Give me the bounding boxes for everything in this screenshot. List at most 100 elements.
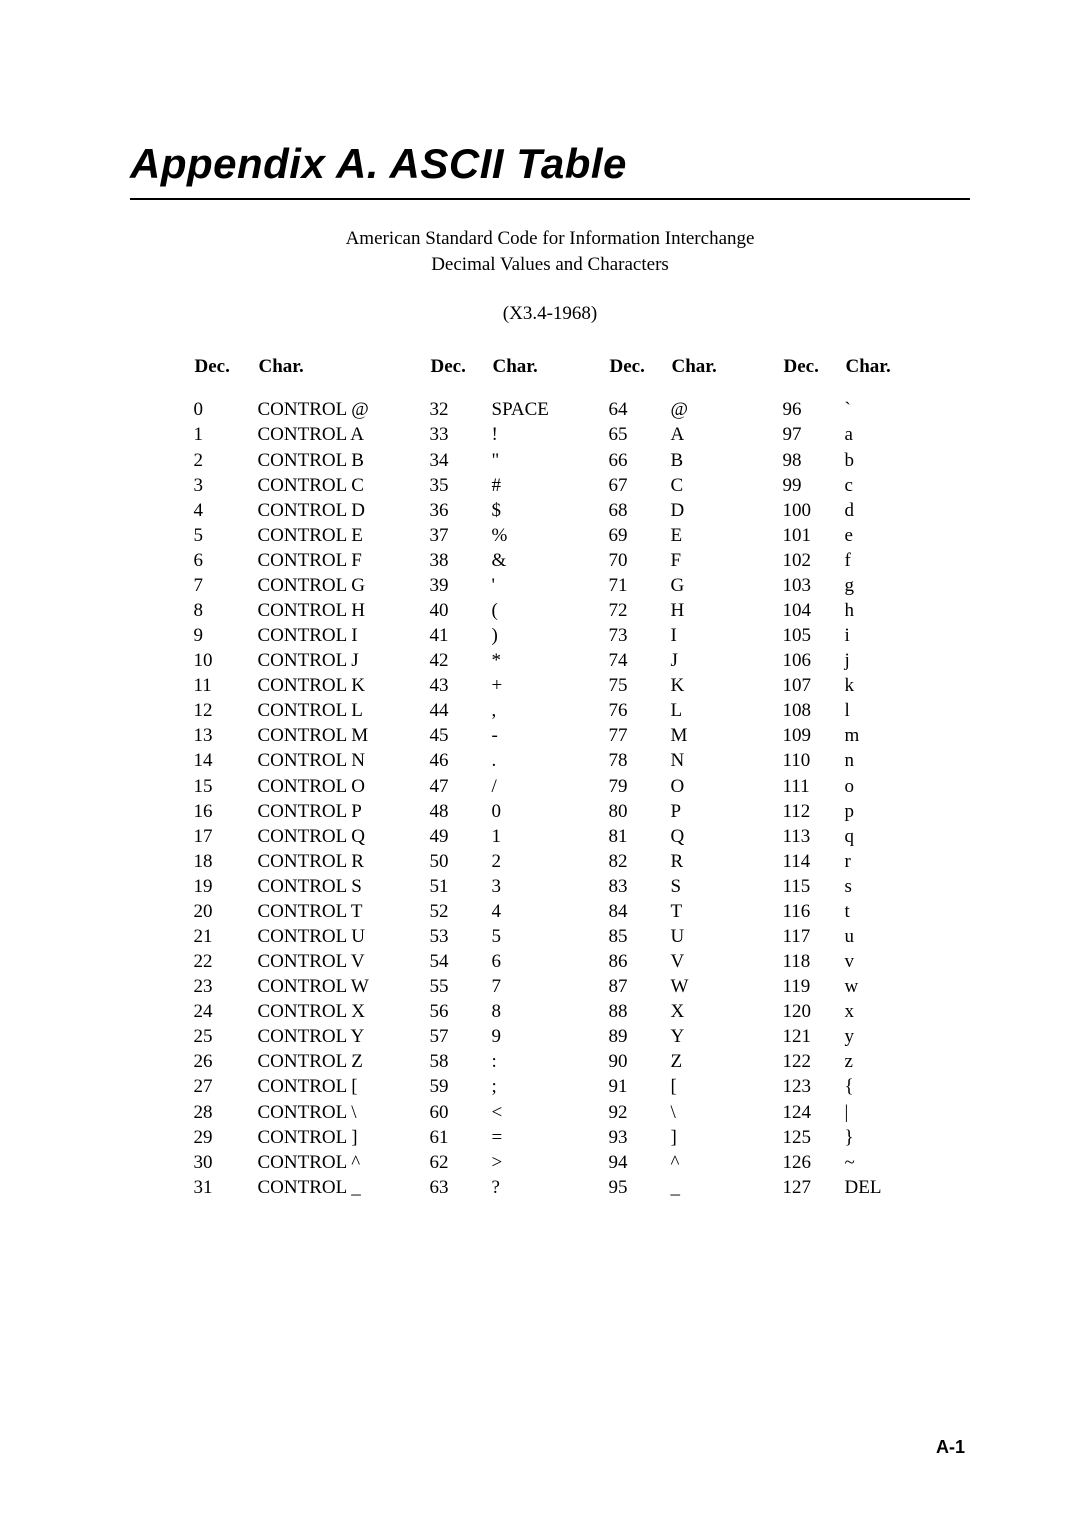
- cell-char: 5: [492, 924, 609, 949]
- cell-dec: 41: [430, 623, 492, 648]
- cell-dec: 56: [430, 999, 492, 1024]
- cell-dec: 76: [609, 698, 671, 723]
- cell-char: CONTROL H: [258, 598, 430, 623]
- cell-char: 6: [492, 949, 609, 974]
- cell-char: CONTROL Z: [258, 1049, 430, 1074]
- cell-dec: 0: [194, 397, 258, 422]
- cell-char: n: [845, 748, 907, 773]
- col-header-char: Char.: [258, 353, 430, 397]
- cell-char: 0: [492, 799, 609, 824]
- table-row: 3CONTROL C35#67C99c: [194, 473, 907, 498]
- cell-dec: 1: [194, 422, 258, 447]
- cell-char: #: [492, 473, 609, 498]
- cell-char: /: [492, 774, 609, 799]
- table-row: 9CONTROL I41)73I105i: [194, 623, 907, 648]
- cell-char: ": [492, 448, 609, 473]
- cell-dec: 73: [609, 623, 671, 648]
- subtitle-line-2: Decimal Values and Characters: [431, 254, 669, 275]
- cell-dec: 24: [194, 999, 258, 1024]
- table-row: 20CONTROL T52484T116t: [194, 899, 907, 924]
- cell-dec: 38: [430, 548, 492, 573]
- cell-char: CONTROL M: [258, 723, 430, 748]
- table-row: 7CONTROL G39'71G103g: [194, 573, 907, 598]
- cell-char: }: [845, 1125, 907, 1150]
- cell-char: 3: [492, 874, 609, 899]
- cell-char: R: [671, 849, 783, 874]
- cell-char: ?: [492, 1175, 609, 1200]
- cell-dec: 112: [783, 799, 845, 824]
- cell-char: CONTROL G: [258, 573, 430, 598]
- cell-dec: 11: [194, 673, 258, 698]
- cell-dec: 88: [609, 999, 671, 1024]
- cell-char: j: [845, 648, 907, 673]
- cell-dec: 109: [783, 723, 845, 748]
- cell-char: d: [845, 498, 907, 523]
- cell-dec: 14: [194, 748, 258, 773]
- cell-dec: 124: [783, 1100, 845, 1125]
- cell-dec: 91: [609, 1074, 671, 1099]
- spec-number: (X3.4-1968): [130, 303, 970, 325]
- cell-char: X: [671, 999, 783, 1024]
- cell-dec: 18: [194, 849, 258, 874]
- cell-dec: 107: [783, 673, 845, 698]
- cell-dec: 106: [783, 648, 845, 673]
- cell-dec: 6: [194, 548, 258, 573]
- cell-char: N: [671, 748, 783, 773]
- table-row: 25CONTROL Y57989Y121y: [194, 1024, 907, 1049]
- page-number: A-1: [936, 1437, 965, 1458]
- cell-dec: 117: [783, 924, 845, 949]
- cell-char: CONTROL C: [258, 473, 430, 498]
- cell-dec: 108: [783, 698, 845, 723]
- cell-dec: 78: [609, 748, 671, 773]
- col-header-dec: Dec.: [430, 353, 492, 397]
- cell-dec: 89: [609, 1024, 671, 1049]
- cell-dec: 86: [609, 949, 671, 974]
- cell-char: 1: [492, 824, 609, 849]
- cell-char: u: [845, 924, 907, 949]
- col-header-char: Char.: [845, 353, 907, 397]
- cell-char: CONTROL R: [258, 849, 430, 874]
- cell-dec: 121: [783, 1024, 845, 1049]
- cell-dec: 125: [783, 1125, 845, 1150]
- cell-char: $: [492, 498, 609, 523]
- cell-dec: 34: [430, 448, 492, 473]
- cell-dec: 122: [783, 1049, 845, 1074]
- table-row: 15CONTROL O47/79O111o: [194, 774, 907, 799]
- cell-char: ,: [492, 698, 609, 723]
- table-row: 24CONTROL X56888X120x: [194, 999, 907, 1024]
- cell-char: z: [845, 1049, 907, 1074]
- table-row: 23CONTROL W55787W119w: [194, 974, 907, 999]
- cell-dec: 97: [783, 422, 845, 447]
- cell-char: CONTROL Q: [258, 824, 430, 849]
- cell-dec: 8: [194, 598, 258, 623]
- cell-dec: 94: [609, 1150, 671, 1175]
- cell-dec: 37: [430, 523, 492, 548]
- table-header-row: Dec. Char. Dec. Char. Dec. Char. Dec. Ch…: [194, 353, 907, 397]
- cell-char: h: [845, 598, 907, 623]
- cell-dec: 46: [430, 748, 492, 773]
- cell-char: CONTROL U: [258, 924, 430, 949]
- cell-dec: 53: [430, 924, 492, 949]
- cell-char: w: [845, 974, 907, 999]
- cell-char: =: [492, 1125, 609, 1150]
- table-row: 2CONTROL B34"66B98b: [194, 448, 907, 473]
- cell-char: C: [671, 473, 783, 498]
- cell-char: ;: [492, 1074, 609, 1099]
- cell-dec: 19: [194, 874, 258, 899]
- cell-dec: 52: [430, 899, 492, 924]
- cell-char: U: [671, 924, 783, 949]
- cell-char: 7: [492, 974, 609, 999]
- table-row: 28CONTROL \60<92\124|: [194, 1100, 907, 1125]
- cell-dec: 60: [430, 1100, 492, 1125]
- table-row: 4CONTROL D36$68D100d: [194, 498, 907, 523]
- subtitle: American Standard Code for Information I…: [130, 226, 970, 277]
- cell-char: >: [492, 1150, 609, 1175]
- cell-char: p: [845, 799, 907, 824]
- cell-char: T: [671, 899, 783, 924]
- cell-char: 4: [492, 899, 609, 924]
- cell-dec: 9: [194, 623, 258, 648]
- cell-dec: 55: [430, 974, 492, 999]
- cell-dec: 87: [609, 974, 671, 999]
- cell-char: m: [845, 723, 907, 748]
- cell-char: Z: [671, 1049, 783, 1074]
